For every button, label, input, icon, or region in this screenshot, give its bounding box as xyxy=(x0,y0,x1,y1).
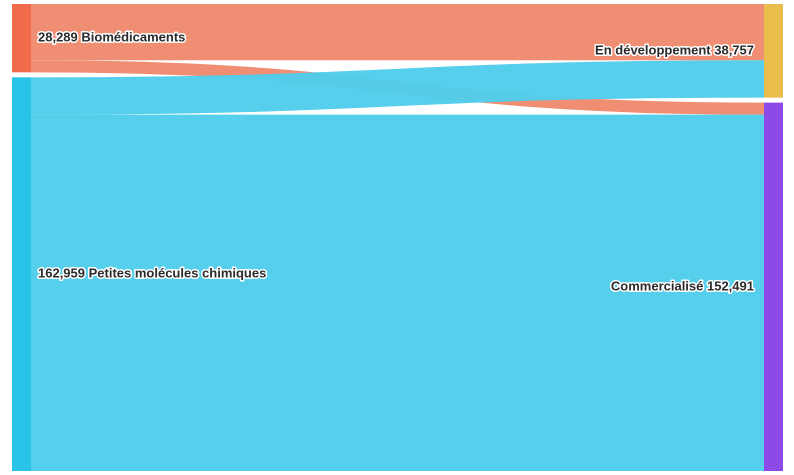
node-label-com: Commercialisé 152,491 xyxy=(611,278,754,293)
sankey-links xyxy=(30,3,765,472)
sankey-labels: 28,289 Biomédicaments 162,959 Petites mol… xyxy=(37,28,756,295)
node-label-pmc: 162,959 Petites molécules chimiques xyxy=(38,266,266,281)
node-label-bio: 28,289 Biomédicaments xyxy=(38,30,185,45)
link-pmc-to-dev xyxy=(30,60,765,115)
sankey-nodes xyxy=(12,4,783,471)
node-label-dev: En développement 38,757 xyxy=(595,42,754,57)
node-pmc xyxy=(12,77,31,471)
node-dev xyxy=(764,4,783,98)
node-bio xyxy=(12,4,31,73)
node-com xyxy=(764,102,783,471)
